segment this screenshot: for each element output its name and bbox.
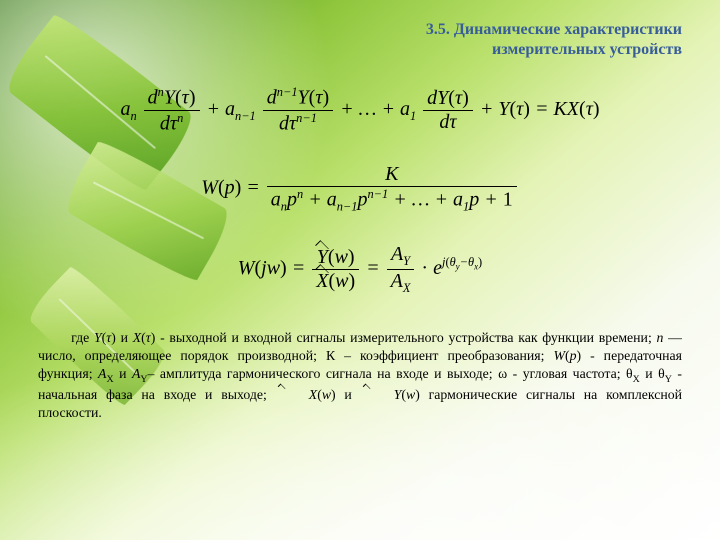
section-heading: 3.5. Динамические характеристики измерит… — [262, 20, 682, 60]
heading-line: измерительных устройств — [492, 41, 682, 58]
equation-transfer-function: W(p) = K anpn + an−1pn−1 + … + a1p + 1 — [38, 164, 682, 214]
heading-line: 3.5. Динамические характеристики — [426, 21, 682, 38]
equation-frequency-response: W(jw) = Y(w) X(w) = AY AX · ej(θy−θx) — [38, 244, 682, 295]
equation-differential: an dnY(τ) dτn + an−1 dn−1Y(τ) dτn−1 + … … — [38, 86, 682, 134]
explanation-paragraph: где Y(τ) и X(τ) - выходной и входной сиг… — [38, 329, 682, 423]
slide-content: 3.5. Динамические характеристики измерит… — [0, 0, 720, 540]
